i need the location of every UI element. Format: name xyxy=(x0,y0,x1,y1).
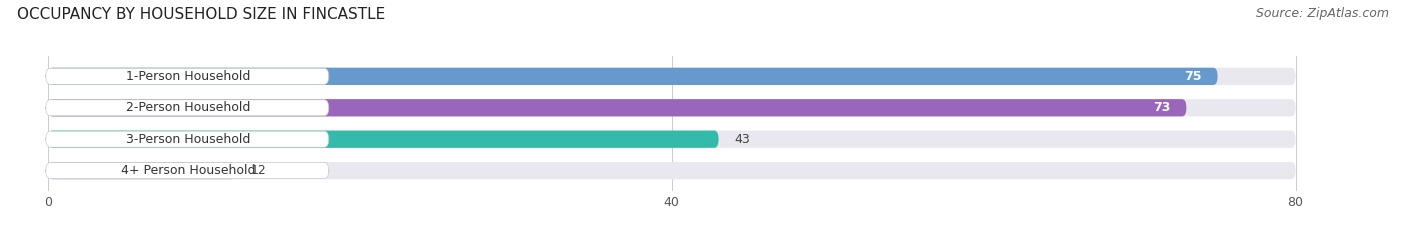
FancyBboxPatch shape xyxy=(48,68,1295,85)
Text: 73: 73 xyxy=(1153,101,1171,114)
Text: 43: 43 xyxy=(734,133,749,146)
Text: OCCUPANCY BY HOUSEHOLD SIZE IN FINCASTLE: OCCUPANCY BY HOUSEHOLD SIZE IN FINCASTLE xyxy=(17,7,385,22)
Text: 4+ Person Household: 4+ Person Household xyxy=(121,164,256,177)
Text: 75: 75 xyxy=(1184,70,1202,83)
FancyBboxPatch shape xyxy=(48,130,718,148)
FancyBboxPatch shape xyxy=(48,99,1187,116)
FancyBboxPatch shape xyxy=(48,99,1295,116)
FancyBboxPatch shape xyxy=(46,68,329,84)
Text: 3-Person Household: 3-Person Household xyxy=(127,133,250,146)
Text: 2-Person Household: 2-Person Household xyxy=(127,101,250,114)
Text: 12: 12 xyxy=(250,164,267,177)
FancyBboxPatch shape xyxy=(48,162,235,179)
FancyBboxPatch shape xyxy=(48,162,1295,179)
FancyBboxPatch shape xyxy=(46,131,329,147)
FancyBboxPatch shape xyxy=(46,163,329,179)
Text: 1-Person Household: 1-Person Household xyxy=(127,70,250,83)
FancyBboxPatch shape xyxy=(46,100,329,116)
FancyBboxPatch shape xyxy=(48,68,1218,85)
FancyBboxPatch shape xyxy=(48,130,1295,148)
Text: Source: ZipAtlas.com: Source: ZipAtlas.com xyxy=(1256,7,1389,20)
